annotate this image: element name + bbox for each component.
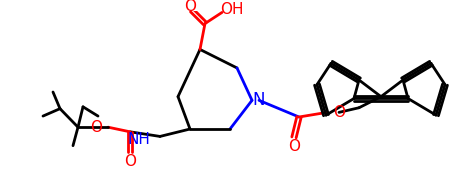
Text: O: O xyxy=(90,120,102,135)
Text: OH: OH xyxy=(220,2,243,17)
Text: O: O xyxy=(124,154,136,169)
Text: O: O xyxy=(184,0,195,14)
Text: O: O xyxy=(288,139,300,154)
Text: NH: NH xyxy=(127,132,150,147)
Text: O: O xyxy=(332,105,344,120)
Text: N: N xyxy=(252,91,265,109)
